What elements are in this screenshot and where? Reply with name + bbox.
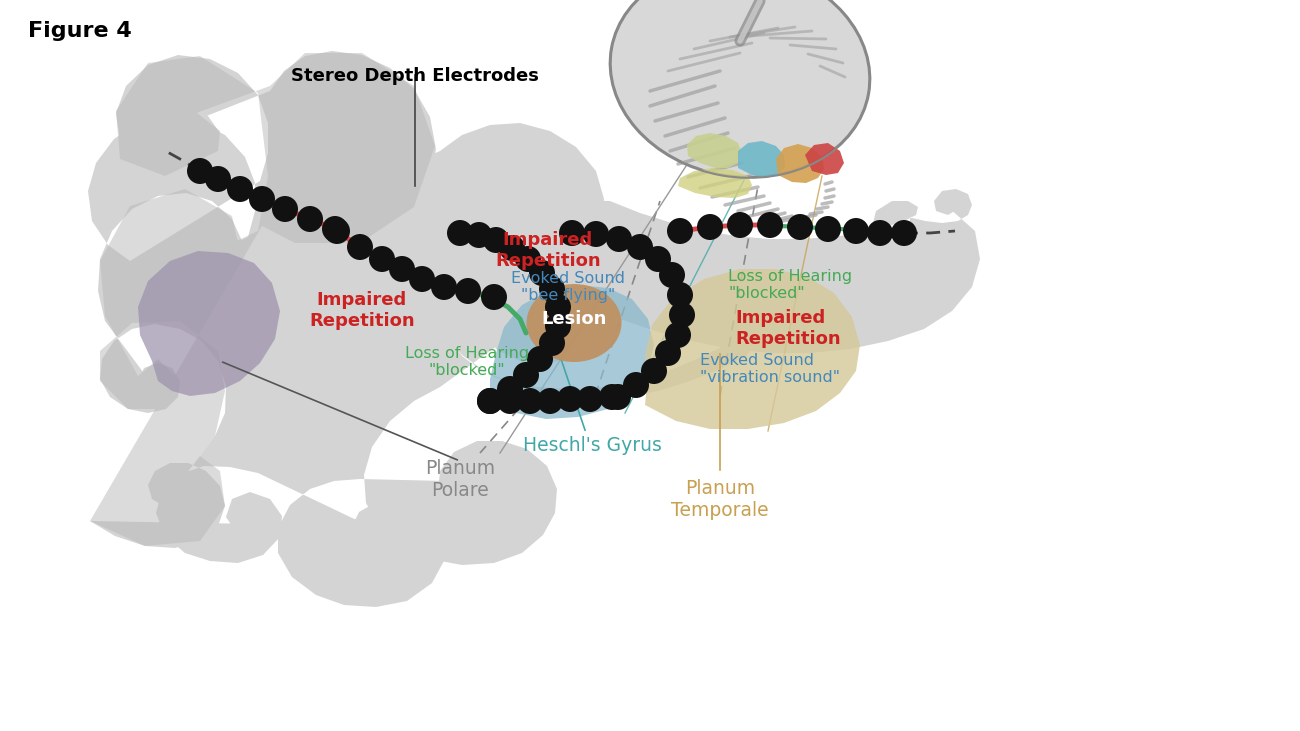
Circle shape (786, 214, 812, 240)
Circle shape (205, 166, 231, 192)
Circle shape (465, 222, 491, 248)
Circle shape (666, 322, 692, 348)
Circle shape (627, 234, 653, 260)
Polygon shape (686, 133, 742, 168)
Circle shape (556, 386, 582, 412)
Ellipse shape (526, 284, 621, 362)
Circle shape (497, 376, 523, 402)
Circle shape (604, 384, 630, 410)
Circle shape (369, 246, 395, 272)
Circle shape (667, 218, 693, 244)
Text: Figure 4: Figure 4 (29, 21, 131, 41)
Circle shape (757, 212, 783, 238)
Text: Stereo Depth Electrodes: Stereo Depth Electrodes (291, 67, 540, 85)
Circle shape (515, 246, 541, 272)
Circle shape (606, 226, 632, 252)
Circle shape (891, 220, 916, 246)
Ellipse shape (611, 0, 870, 177)
Circle shape (227, 176, 254, 202)
Polygon shape (645, 269, 861, 429)
Text: Lesion: Lesion (541, 310, 607, 328)
Circle shape (432, 274, 458, 300)
Circle shape (529, 260, 555, 286)
Circle shape (842, 218, 868, 244)
Text: Evoked Sound
"vibration sound": Evoked Sound "vibration sound" (699, 353, 840, 385)
Polygon shape (805, 143, 844, 175)
Circle shape (455, 278, 481, 304)
Circle shape (667, 282, 693, 308)
Text: Planum
Polare: Planum Polare (425, 459, 495, 500)
Circle shape (324, 218, 350, 244)
Circle shape (582, 221, 608, 247)
Circle shape (484, 227, 510, 253)
Circle shape (670, 302, 696, 328)
Circle shape (272, 196, 298, 222)
Text: Impaired
Repetition: Impaired Repetition (734, 309, 841, 348)
Circle shape (410, 266, 436, 292)
Circle shape (577, 386, 603, 412)
Text: Planum
Temporale: Planum Temporale (671, 479, 768, 520)
Text: Loss of Hearing
"blocked": Loss of Hearing "blocked" (404, 346, 529, 379)
Circle shape (815, 216, 841, 242)
Circle shape (499, 235, 525, 261)
Polygon shape (490, 285, 654, 419)
Text: Impaired
Repetition: Impaired Repetition (309, 291, 415, 330)
Circle shape (641, 358, 667, 384)
Circle shape (545, 313, 571, 339)
Circle shape (250, 186, 276, 212)
Circle shape (477, 388, 503, 414)
Circle shape (599, 384, 625, 410)
Circle shape (347, 234, 373, 260)
Circle shape (389, 256, 415, 282)
Circle shape (540, 276, 566, 302)
Text: Evoked Sound
"bee flying": Evoked Sound "bee flying" (511, 271, 625, 303)
Circle shape (540, 330, 566, 356)
Circle shape (727, 212, 753, 238)
Text: Loss of Hearing
"blocked": Loss of Hearing "blocked" (728, 269, 852, 301)
Circle shape (659, 262, 685, 288)
Circle shape (477, 388, 503, 414)
Polygon shape (776, 144, 824, 183)
Circle shape (867, 220, 893, 246)
Circle shape (623, 372, 649, 398)
Text: Heschl's Gyrus: Heschl's Gyrus (523, 436, 662, 455)
Polygon shape (679, 168, 751, 198)
Polygon shape (738, 141, 785, 178)
Circle shape (517, 388, 543, 414)
Polygon shape (88, 51, 980, 607)
Polygon shape (90, 53, 436, 546)
Circle shape (296, 206, 322, 232)
Circle shape (537, 388, 563, 414)
Circle shape (447, 220, 473, 246)
Circle shape (322, 216, 348, 242)
Text: Impaired
Repetition: Impaired Repetition (495, 231, 601, 270)
Circle shape (559, 220, 585, 246)
Circle shape (514, 362, 540, 388)
Circle shape (697, 214, 723, 240)
Circle shape (545, 294, 571, 320)
Circle shape (481, 284, 507, 310)
Circle shape (655, 340, 681, 366)
Circle shape (645, 246, 671, 272)
Circle shape (497, 388, 523, 414)
Polygon shape (138, 251, 280, 396)
Circle shape (526, 346, 552, 372)
Circle shape (187, 158, 213, 184)
